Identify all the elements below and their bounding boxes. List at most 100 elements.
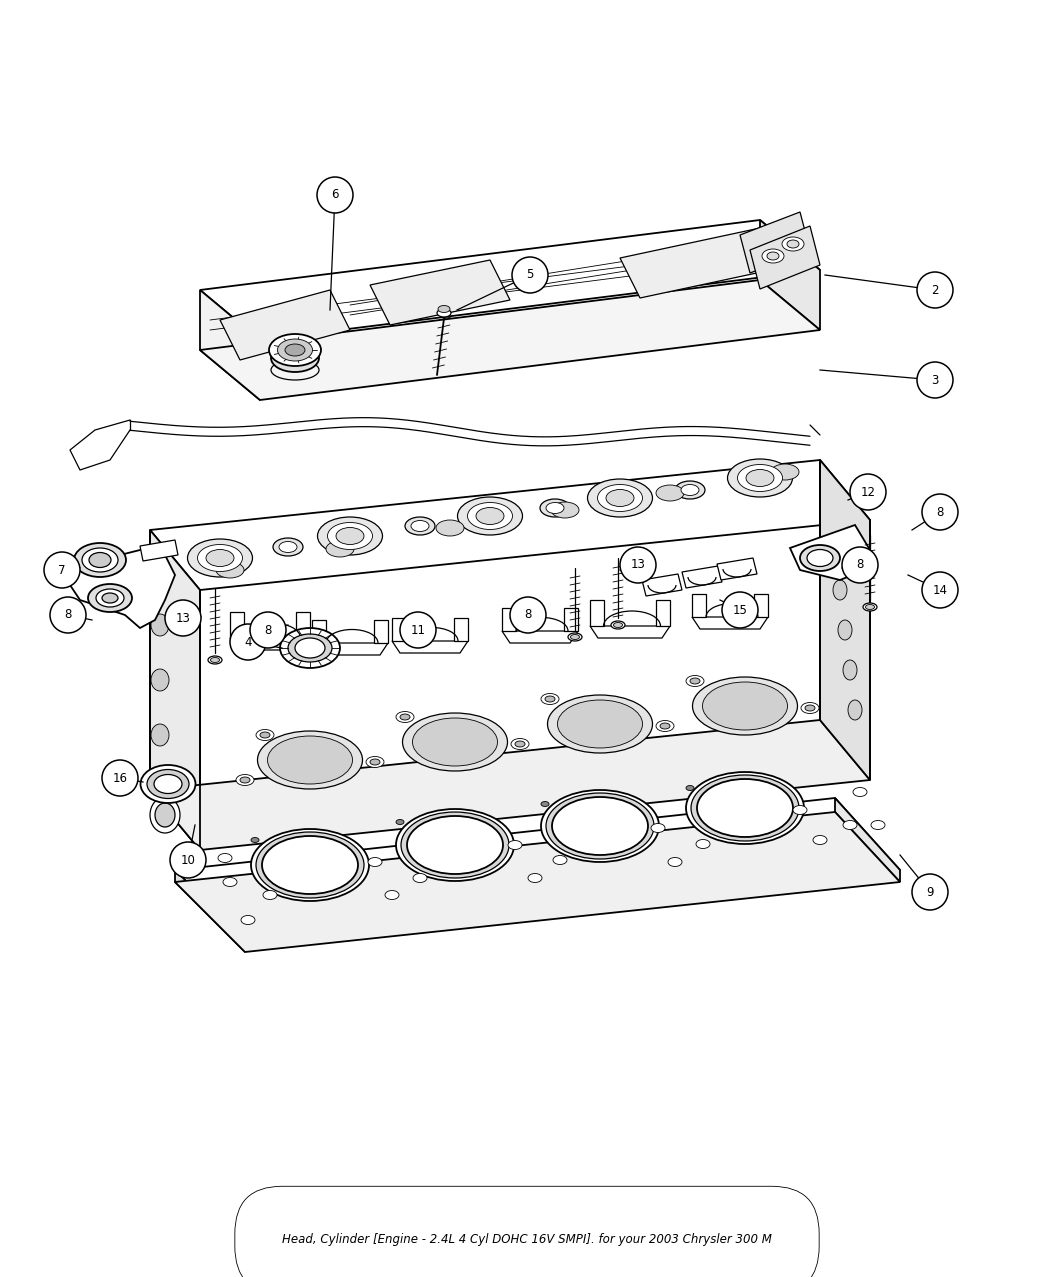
Ellipse shape	[413, 873, 427, 882]
Polygon shape	[60, 545, 175, 628]
Ellipse shape	[727, 458, 793, 497]
Text: 8: 8	[265, 623, 272, 636]
Ellipse shape	[216, 562, 243, 578]
Ellipse shape	[668, 857, 682, 867]
Circle shape	[842, 547, 878, 584]
Ellipse shape	[277, 338, 312, 361]
Polygon shape	[502, 631, 578, 644]
Ellipse shape	[102, 593, 118, 603]
Ellipse shape	[273, 538, 302, 555]
Ellipse shape	[268, 736, 352, 784]
Text: 8: 8	[856, 558, 863, 572]
Ellipse shape	[403, 713, 507, 771]
Circle shape	[50, 598, 86, 633]
Polygon shape	[750, 226, 820, 289]
Circle shape	[170, 842, 206, 879]
Ellipse shape	[396, 820, 404, 825]
Ellipse shape	[140, 765, 195, 803]
Ellipse shape	[279, 541, 297, 553]
Text: 8: 8	[64, 609, 72, 622]
Ellipse shape	[546, 793, 653, 859]
Ellipse shape	[511, 738, 529, 750]
Ellipse shape	[696, 839, 710, 848]
Ellipse shape	[150, 797, 180, 833]
Polygon shape	[230, 638, 310, 650]
Ellipse shape	[762, 249, 784, 263]
Ellipse shape	[256, 729, 274, 741]
Polygon shape	[200, 280, 820, 400]
Ellipse shape	[692, 677, 798, 736]
Ellipse shape	[262, 836, 358, 894]
Circle shape	[620, 547, 656, 584]
Ellipse shape	[89, 553, 111, 567]
Circle shape	[917, 272, 953, 308]
Ellipse shape	[401, 812, 509, 879]
Ellipse shape	[690, 678, 700, 684]
Text: 3: 3	[932, 373, 939, 387]
Ellipse shape	[686, 773, 804, 844]
Ellipse shape	[843, 821, 857, 830]
Text: 10: 10	[180, 853, 195, 867]
Ellipse shape	[82, 548, 118, 572]
Text: 4: 4	[245, 636, 252, 649]
Ellipse shape	[681, 484, 699, 495]
Polygon shape	[740, 212, 811, 273]
Ellipse shape	[540, 499, 570, 517]
Text: 8: 8	[936, 506, 943, 518]
Ellipse shape	[865, 604, 875, 609]
Polygon shape	[820, 460, 870, 780]
Polygon shape	[790, 525, 870, 580]
Text: 12: 12	[860, 485, 876, 498]
Polygon shape	[620, 229, 780, 298]
Text: 2: 2	[932, 283, 939, 296]
Circle shape	[44, 552, 80, 587]
Polygon shape	[374, 621, 388, 644]
Ellipse shape	[405, 517, 435, 535]
Ellipse shape	[264, 890, 277, 899]
Polygon shape	[296, 612, 310, 638]
Polygon shape	[230, 612, 243, 638]
Ellipse shape	[155, 803, 175, 827]
Ellipse shape	[285, 344, 305, 356]
Text: 14: 14	[933, 584, 948, 596]
Ellipse shape	[257, 730, 363, 789]
Ellipse shape	[223, 877, 237, 886]
Polygon shape	[590, 600, 604, 626]
Ellipse shape	[411, 521, 429, 531]
Ellipse shape	[336, 527, 364, 544]
Ellipse shape	[147, 770, 189, 798]
Ellipse shape	[767, 252, 779, 261]
Ellipse shape	[703, 682, 787, 730]
Circle shape	[317, 178, 353, 213]
Text: 5: 5	[526, 268, 533, 281]
Ellipse shape	[801, 702, 819, 714]
Polygon shape	[140, 540, 178, 561]
Text: 13: 13	[630, 558, 645, 572]
Ellipse shape	[508, 840, 522, 849]
Polygon shape	[454, 618, 468, 641]
Ellipse shape	[407, 816, 503, 873]
Ellipse shape	[613, 622, 623, 627]
Ellipse shape	[541, 790, 659, 862]
Ellipse shape	[197, 544, 242, 572]
Polygon shape	[220, 290, 350, 360]
Ellipse shape	[793, 806, 807, 815]
Ellipse shape	[87, 584, 132, 612]
Polygon shape	[312, 621, 326, 644]
Ellipse shape	[843, 660, 857, 679]
Polygon shape	[175, 812, 900, 951]
Polygon shape	[692, 617, 768, 630]
Text: Head, Cylinder [Engine - 2.4L 4 Cyl DOHC 16V SMPI]. for your 2003 Chrysler 300 M: Head, Cylinder [Engine - 2.4L 4 Cyl DOHC…	[282, 1234, 772, 1246]
Ellipse shape	[401, 714, 410, 720]
Ellipse shape	[154, 774, 182, 793]
Ellipse shape	[385, 890, 399, 899]
Ellipse shape	[833, 580, 847, 600]
Circle shape	[250, 612, 286, 647]
Circle shape	[922, 494, 958, 530]
Polygon shape	[564, 608, 578, 631]
Ellipse shape	[328, 522, 372, 549]
Ellipse shape	[787, 240, 799, 248]
Ellipse shape	[675, 481, 705, 499]
Polygon shape	[392, 641, 468, 653]
Ellipse shape	[828, 540, 842, 561]
